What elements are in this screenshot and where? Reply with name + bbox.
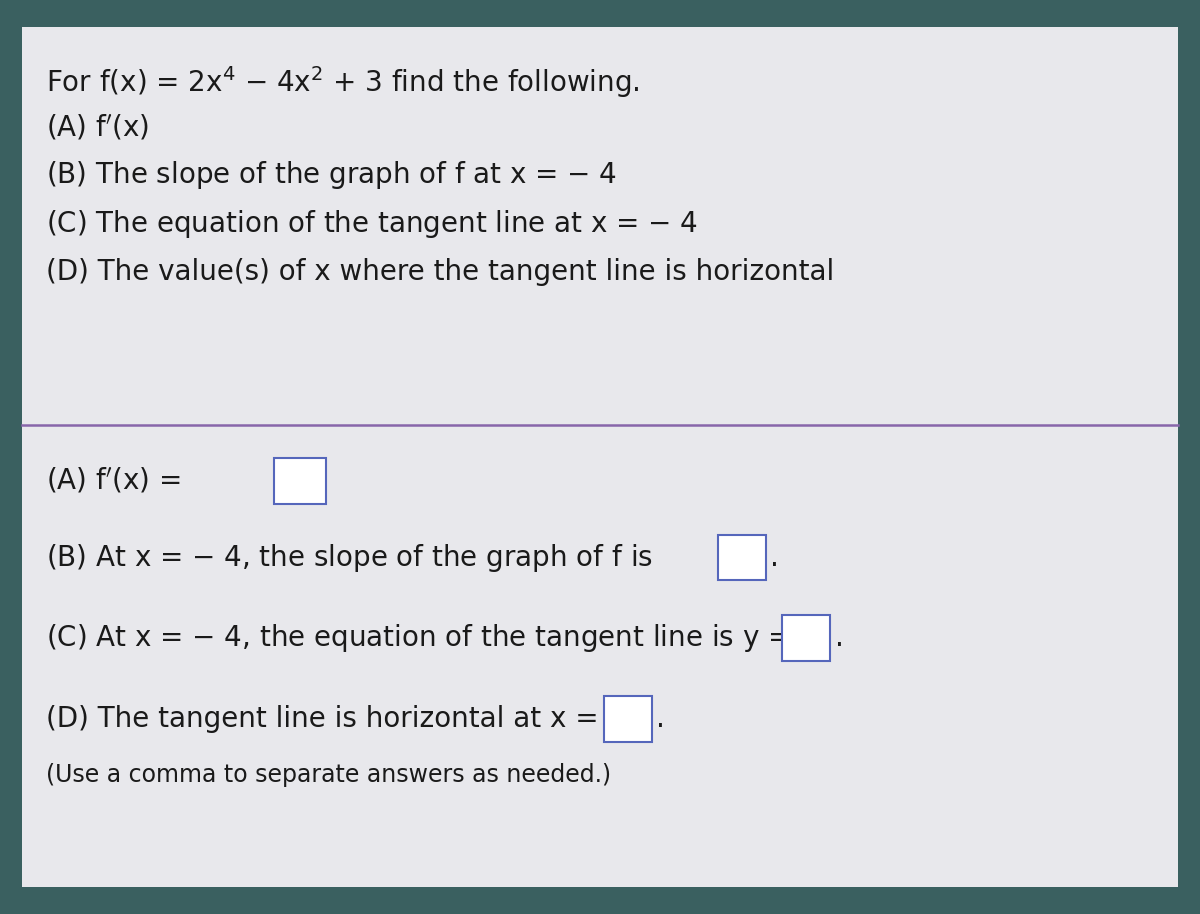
Text: .: . [770,544,779,571]
FancyBboxPatch shape [718,535,766,580]
Text: For f(x) = 2x$^4$ $-$ 4x$^2$ + 3 find the following.: For f(x) = 2x$^4$ $-$ 4x$^2$ + 3 find th… [46,64,640,100]
FancyBboxPatch shape [604,696,652,742]
Text: (A) f$'$(x) =: (A) f$'$(x) = [46,466,180,495]
Text: .: . [835,624,844,652]
Text: (Use a comma to separate answers as needed.): (Use a comma to separate answers as need… [46,763,611,787]
FancyBboxPatch shape [782,615,830,661]
FancyBboxPatch shape [22,27,1178,887]
Text: (C) At x = $-$ 4, the equation of the tangent line is y =: (C) At x = $-$ 4, the equation of the ta… [46,622,790,654]
Text: (B) The slope of the graph of f at x = $-$ 4: (B) The slope of the graph of f at x = $… [46,159,617,191]
Text: .: . [656,706,665,733]
Text: (D) The value(s) of x where the tangent line is horizontal: (D) The value(s) of x where the tangent … [46,258,834,286]
Text: (A) f$'$(x): (A) f$'$(x) [46,113,149,143]
Text: (D) The tangent line is horizontal at x =: (D) The tangent line is horizontal at x … [46,706,599,733]
Text: (B) At x = $-$ 4, the slope of the graph of f is: (B) At x = $-$ 4, the slope of the graph… [46,541,653,574]
Text: (C) The equation of the tangent line at x = $-$ 4: (C) The equation of the tangent line at … [46,208,697,240]
FancyBboxPatch shape [274,458,326,504]
